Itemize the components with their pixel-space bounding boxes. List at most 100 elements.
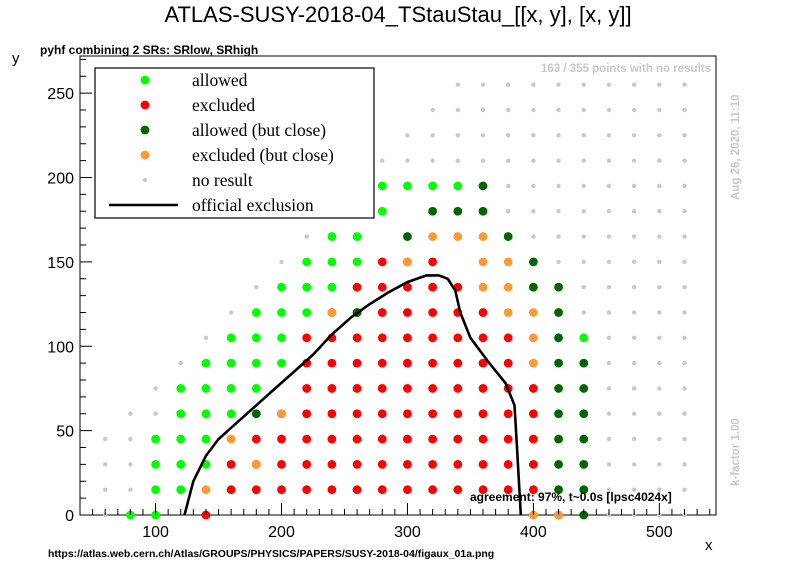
allowed-point: [277, 358, 286, 368]
excluded-point: [352, 384, 362, 393]
excluded-point: [377, 308, 387, 317]
excluded-point: [377, 257, 387, 267]
close-excluded-point: [478, 282, 488, 292]
no-result-point: [455, 133, 461, 138]
no-result-point: [631, 360, 637, 366]
excluded-point: [277, 485, 286, 495]
no-result-point: [505, 133, 511, 138]
no-result-point: [505, 158, 511, 163]
allowed-point: [327, 232, 337, 241]
allowed-point: [352, 257, 362, 267]
no-result-point: [606, 158, 612, 163]
allowed-point: [579, 333, 589, 343]
no-result-point: [606, 82, 612, 87]
excluded-point: [428, 257, 438, 267]
x-tick-label: 300: [394, 524, 421, 541]
allowed-point: [327, 282, 337, 292]
excluded-point: [503, 434, 513, 444]
no-result-point: [606, 259, 612, 265]
no-result-point: [153, 386, 158, 391]
excluded-point: [478, 358, 488, 368]
no-result-point: [631, 107, 637, 113]
allowed-point: [151, 485, 160, 495]
allowed-point: [251, 308, 261, 317]
close-allowed-point: [554, 485, 563, 495]
excluded-point: [251, 434, 261, 444]
no-result-point: [279, 259, 284, 265]
no-result-point: [606, 284, 612, 290]
excluded-point: [503, 358, 513, 368]
no-result-point: [631, 234, 637, 239]
excluded-point: [403, 282, 412, 292]
no-result-point: [631, 183, 637, 189]
close-allowed-point: [579, 384, 589, 393]
no-result-count-note: 163 / 355 points with no results: [541, 63, 711, 75]
allowed-point: [302, 308, 312, 317]
no-result-point: [430, 158, 435, 163]
excluded-point: [377, 459, 387, 469]
no-result-point: [405, 158, 410, 163]
no-result-point: [657, 82, 662, 87]
no-result-point: [581, 183, 586, 189]
excluded-point: [302, 333, 312, 343]
no-result-point: [455, 107, 461, 113]
excluded-point: [478, 434, 488, 444]
excluded-point: [377, 434, 387, 444]
allowed-point: [201, 358, 211, 368]
y-tick-label: 250: [47, 86, 74, 103]
close-allowed-point: [554, 459, 563, 469]
no-result-point: [682, 335, 687, 341]
no-result-point: [631, 82, 637, 87]
no-result-point: [631, 386, 637, 391]
excluded-point: [327, 459, 337, 469]
no-result-point: [581, 82, 586, 87]
no-result-point: [657, 158, 662, 163]
no-result-point: [631, 259, 637, 265]
close-allowed-point: [251, 409, 261, 419]
close-excluded-point: [453, 232, 463, 241]
allowed-point: [151, 434, 160, 444]
excluded-point: [478, 333, 488, 343]
no-result-point: [556, 133, 561, 138]
allowed-point: [251, 358, 261, 368]
no-result-point: [581, 133, 586, 138]
y-tick-label: 50: [56, 424, 74, 441]
close-allowed-point: [554, 358, 563, 368]
close-excluded-point: [528, 358, 538, 368]
excluded-point: [478, 485, 488, 495]
excluded-point: [478, 308, 488, 317]
no-result-point: [682, 360, 687, 366]
no-result-point: [682, 209, 687, 214]
no-result-point: [606, 133, 612, 138]
no-result-point: [606, 183, 612, 189]
allowed-point: [176, 409, 186, 419]
excluded-point: [352, 333, 362, 343]
close-allowed-point: [478, 181, 488, 191]
excluded-point: [352, 434, 362, 444]
excluded-point: [453, 358, 463, 368]
excluded-point: [302, 459, 312, 469]
no-result-point: [631, 209, 637, 214]
no-result-point: [556, 183, 561, 189]
no-result-point: [304, 234, 309, 239]
no-result-point: [102, 487, 108, 492]
no-result-point: [581, 158, 586, 163]
close-allowed-point: [554, 333, 563, 343]
no-result-point: [657, 133, 662, 138]
y-tick-label: 0: [65, 508, 74, 525]
close-allowed-point: [554, 409, 563, 419]
close-excluded-point: [201, 485, 211, 495]
no-result-point: [531, 133, 536, 138]
excluded-point: [302, 409, 312, 419]
no-result-point: [505, 107, 511, 113]
no-result-point: [556, 107, 561, 113]
no-result-point: [631, 158, 637, 163]
chart-title: ATLAS-SUSY-2018-04_TStauStau_[[x, y], [x…: [164, 2, 632, 27]
no-result-point: [480, 158, 486, 163]
no-result-point: [682, 259, 687, 265]
excluded-point: [478, 409, 488, 419]
no-result-point: [631, 335, 637, 341]
excluded-point: [302, 434, 312, 444]
excluded-point: [428, 308, 438, 317]
